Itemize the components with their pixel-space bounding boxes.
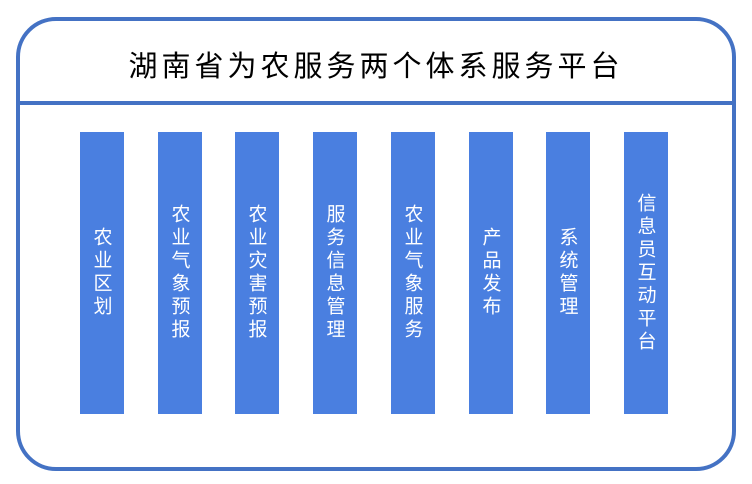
module-label: 农业气象服务 <box>401 204 424 342</box>
module-label: 系统管理 <box>556 227 579 319</box>
platform-frame: 湖南省为农服务两个体系服务平台 <box>16 17 736 471</box>
module-box: 农业区划 <box>80 132 124 414</box>
module-box: 服务信息管理 <box>313 132 357 414</box>
module-label: 农业灾害预报 <box>245 204 268 342</box>
module-label: 农业气象预报 <box>168 204 191 342</box>
module-label: 服务信息管理 <box>323 204 346 342</box>
module-box: 农业气象服务 <box>391 132 435 414</box>
title-divider <box>20 101 732 105</box>
module-label: 农业区划 <box>90 227 113 319</box>
module-box: 产品发布 <box>469 132 513 414</box>
module-box: 农业气象预报 <box>158 132 202 414</box>
module-box: 信息员互动平台 <box>624 132 668 414</box>
platform-title: 湖南省为农服务两个体系服务平台 <box>128 49 624 83</box>
module-label: 产品发布 <box>479 227 502 319</box>
module-box: 系统管理 <box>546 132 590 414</box>
module-box: 农业灾害预报 <box>235 132 279 414</box>
module-label: 信息员互动平台 <box>634 192 657 354</box>
